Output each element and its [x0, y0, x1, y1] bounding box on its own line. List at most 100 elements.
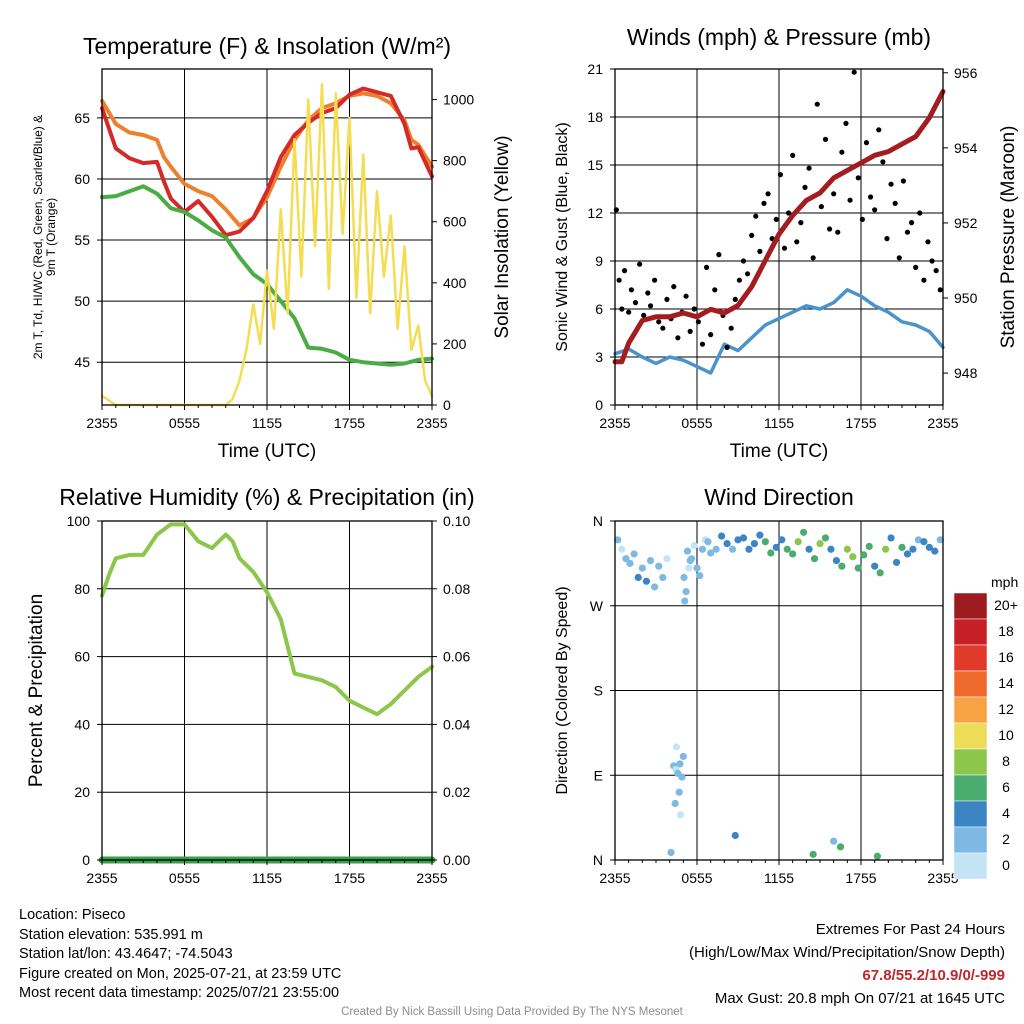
legend-label: 10: [998, 727, 1014, 743]
y-tick-label: E: [594, 767, 603, 783]
x-tick-label: 1155: [764, 870, 794, 886]
direction-point: [696, 572, 704, 580]
series-line-0: [613, 288, 945, 375]
x-tick-label: 2355: [416, 870, 447, 886]
gust-point: [867, 194, 874, 200]
gust-point: [818, 204, 824, 210]
direction-point: [838, 562, 846, 570]
gust-point: [691, 306, 697, 312]
gust-point: [656, 319, 662, 325]
gust-point: [863, 140, 870, 146]
direction-point: [680, 573, 688, 582]
direction-point: [683, 547, 692, 555]
x-tick-label: 2355: [86, 415, 117, 431]
gust-point: [896, 255, 902, 261]
gust-point: [802, 184, 808, 190]
direction-point: [728, 545, 737, 553]
y-tick-label: 55: [74, 232, 90, 248]
gust-point: [765, 191, 771, 197]
gust-point: [695, 319, 701, 325]
direction-point: [698, 545, 707, 553]
direction-point: [876, 569, 884, 577]
gust-point: [884, 236, 890, 242]
y-right-tick-label: 0.04: [443, 716, 470, 732]
legend-swatch: [953, 800, 988, 828]
gust-point: [628, 287, 635, 293]
gust-point: [855, 175, 861, 181]
y-tick-label: W: [590, 598, 604, 614]
y-right-tick-label: 600: [443, 214, 467, 230]
gust-point: [637, 261, 643, 267]
gust-point: [785, 210, 792, 216]
y-right-tick-label: 950: [954, 290, 978, 306]
station-info: Location: Piseco Station elevation: 535.…: [19, 906, 341, 1004]
y-tick-label: 15: [587, 157, 603, 173]
legend-label: 0: [1002, 857, 1010, 873]
direction-point: [887, 534, 895, 542]
direction-point: [750, 540, 759, 548]
x-tick-label: 1155: [764, 415, 794, 431]
direction-point: [638, 564, 646, 572]
direction-point: [794, 538, 802, 546]
y-axis-label-line2: 9m T (Orange): [44, 198, 58, 276]
direction-point: [830, 837, 838, 845]
direction-point: [800, 528, 808, 536]
gust-point: [708, 332, 714, 338]
gust-point: [753, 213, 759, 219]
direction-point: [690, 541, 698, 550]
gust-point: [773, 216, 779, 222]
gust-point: [740, 258, 747, 264]
gust-point: [937, 287, 943, 293]
gust-point: [806, 165, 812, 171]
legend-label: 12: [998, 701, 1014, 717]
winds-panel: 2355 0555 1155 1755 2355 0 3 6 9 12 15 18 21 948 950 95…: [554, 24, 1019, 462]
legend-swatch: [953, 696, 988, 724]
gust-point: [732, 296, 738, 302]
y-tick-label: 40: [74, 716, 90, 732]
legend-label: 18: [998, 623, 1014, 639]
direction-point: [920, 538, 928, 546]
y-tick-label: 12: [587, 205, 603, 221]
gust-point: [749, 232, 755, 238]
x-tick-label: 0555: [681, 415, 712, 431]
legend-label: 4: [1002, 805, 1010, 821]
direction-point: [816, 540, 824, 548]
direction-point: [925, 543, 933, 551]
x-tick-label: 0555: [681, 870, 712, 886]
direction-point: [663, 555, 671, 563]
direction-point: [936, 536, 944, 544]
y-tick-label: 6: [595, 301, 603, 317]
y-right-axis-label: Solar Insolation (Yellow): [492, 135, 513, 338]
legend-swatch: [953, 774, 988, 802]
y-tick-label: N: [593, 852, 603, 868]
y-tick-label: 0: [82, 852, 90, 868]
direction-point: [931, 547, 939, 555]
direction-point: [789, 550, 797, 558]
direction-point: [655, 562, 663, 570]
direction-point: [805, 545, 813, 553]
gust-point: [675, 335, 681, 341]
gust-point: [703, 264, 710, 270]
x-tick-label: 2355: [416, 415, 447, 431]
gust-point: [835, 229, 841, 235]
created-text: Figure created on Mon, 2025-07-21, at 23…: [19, 965, 342, 982]
y-tick-label: 0: [595, 397, 603, 413]
chart-title: Wind Direction: [704, 484, 854, 510]
direction-point: [687, 555, 696, 563]
gust-point: [822, 136, 829, 142]
y-tick-label: 45: [74, 354, 90, 370]
gust-point: [790, 152, 796, 158]
gust-point: [777, 172, 783, 178]
y-right-tick-label: 948: [954, 365, 978, 381]
latlon-text: Station lat/lon: 43.4647; -74.5043: [19, 946, 233, 962]
gust-point: [888, 181, 894, 187]
x-tick-label: 1755: [845, 870, 876, 886]
wind-direction-panel: 2355 0555 1155 1755 2355 N E S W N Wind Direction D…: [554, 484, 959, 886]
series-line-0: [100, 522, 434, 717]
x-tick-label: 1755: [334, 870, 365, 886]
series-line-1: [100, 86, 434, 238]
y-right-tick-label: 0.02: [443, 784, 470, 800]
gust-point: [728, 325, 734, 331]
gust-point: [736, 277, 742, 283]
